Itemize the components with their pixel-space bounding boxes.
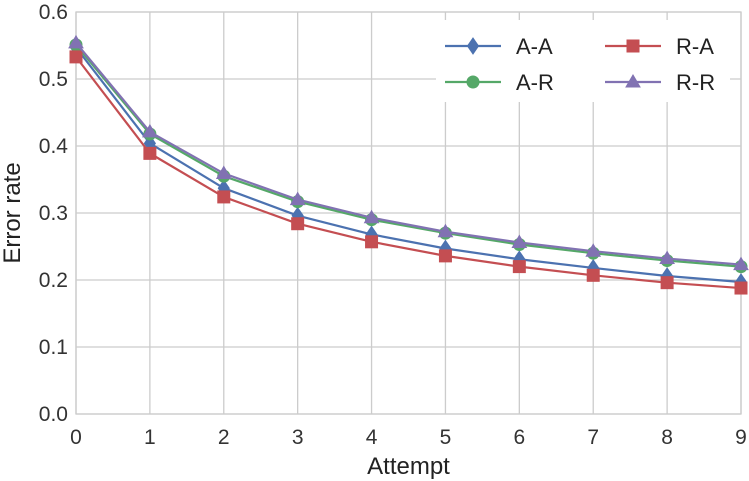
data-point-r-r	[511, 234, 528, 248]
data-point-r-a	[438, 249, 452, 263]
data-point-r-r	[142, 123, 158, 138]
data-point-r-a	[69, 50, 83, 64]
x-tick-label: 2	[218, 426, 230, 449]
y-tick-label: 0.2	[39, 269, 68, 292]
y-tick-label: 0.1	[39, 336, 68, 359]
x-tick-label: 8	[661, 426, 673, 449]
y-tick-label: 0.4	[39, 135, 69, 158]
data-point-r-a	[217, 190, 231, 204]
legend-item-r-r: R-R	[605, 70, 715, 95]
legend-item-a-r: A-R	[445, 70, 554, 95]
y-axis-title: Error rate	[0, 162, 26, 263]
data-point-r-a	[365, 235, 379, 249]
legend-marker-a-a	[466, 37, 480, 55]
data-point-r-a	[512, 260, 526, 274]
legend-label-r-a: R-A	[676, 34, 714, 59]
legend-item-r-a: R-A	[605, 34, 714, 59]
x-tick-label: 6	[513, 426, 525, 449]
legend-label-a-r: A-R	[516, 70, 554, 95]
legend-item-a-a: A-A	[445, 34, 553, 59]
x-tick-label: 3	[292, 426, 304, 449]
data-point-r-r	[585, 243, 602, 257]
data-point-r-r	[733, 256, 749, 271]
y-tick-label: 0.5	[39, 68, 68, 91]
y-tick-label: 0.3	[39, 202, 68, 225]
data-point-r-a	[291, 217, 305, 231]
series-r-a	[69, 50, 748, 295]
tick-labels: 0 1 2 3 4 5 6 7 8 9 0.0 0.1 0.2 0.3 0.4 0.5 0.6	[39, 1, 747, 449]
legend-marker-r-a	[626, 39, 640, 53]
data-point-r-r	[659, 250, 675, 265]
data-point-r-a	[586, 268, 600, 282]
x-tick-label: 9	[735, 426, 747, 449]
x-tick-label: 7	[587, 426, 599, 449]
data-point-r-a	[734, 281, 748, 295]
series-line-r-a	[75, 56, 742, 290]
x-axis-title: Attempt	[367, 453, 450, 480]
data-point-r-r	[289, 191, 306, 206]
series-layer	[68, 34, 749, 295]
y-tick-label: 0.6	[39, 1, 68, 24]
series-line-a-a	[75, 46, 742, 284]
data-point-r-r	[363, 209, 380, 224]
x-tick-label: 4	[366, 426, 378, 449]
y-tick-label: 0.0	[39, 403, 68, 426]
legend-marker-a-r	[466, 75, 480, 89]
data-point-r-r	[215, 165, 232, 179]
data-point-r-a	[143, 146, 157, 160]
legend-box	[436, 20, 730, 102]
legend-marker-r-r	[625, 74, 641, 88]
legend-label-a-a: A-A	[516, 34, 553, 59]
x-tick-label: 0	[70, 426, 82, 449]
legend-label-r-r: R-R	[676, 70, 715, 95]
data-point-r-a	[660, 276, 674, 290]
data-point-r-r	[68, 34, 84, 49]
series-line-a-r	[75, 44, 742, 268]
legend: A-A R-A A-R R-R	[436, 20, 730, 102]
series-r-r	[68, 34, 749, 271]
plot-frame	[75, 11, 742, 415]
x-tick-label: 1	[144, 426, 156, 449]
x-tick-label: 5	[440, 426, 452, 449]
data-point-r-r	[437, 223, 454, 238]
series-line-r-r	[75, 42, 742, 266]
